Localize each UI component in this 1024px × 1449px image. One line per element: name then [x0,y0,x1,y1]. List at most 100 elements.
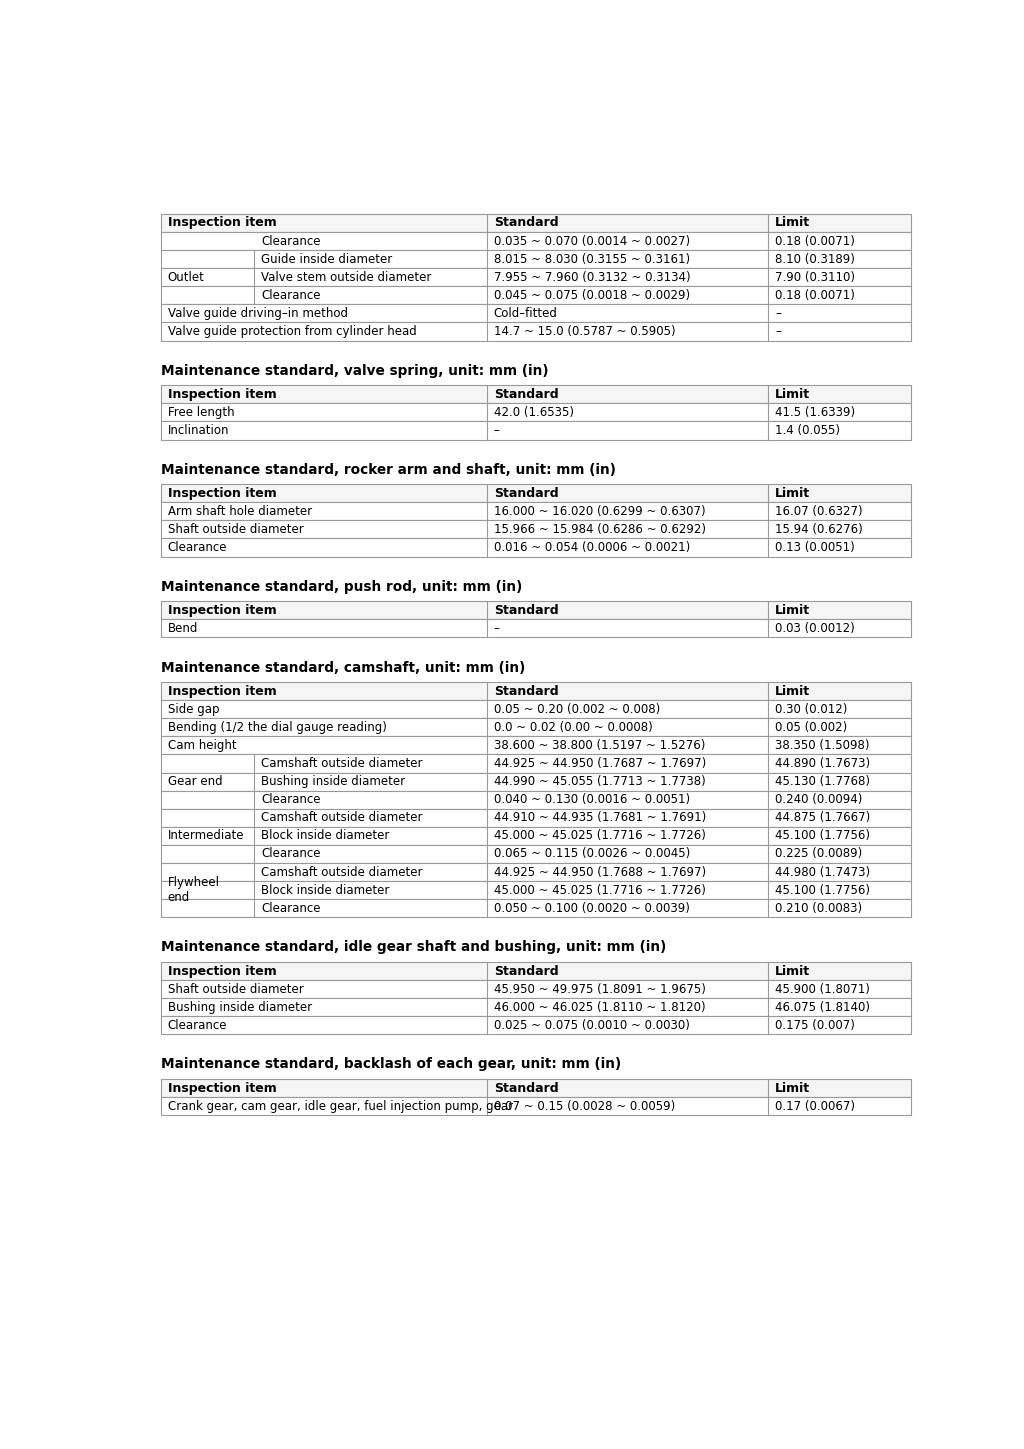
Text: 38.600 ~ 38.800 (1.5197 ~ 1.5276): 38.600 ~ 38.800 (1.5197 ~ 1.5276) [494,739,706,752]
Bar [161,520,910,539]
Text: Crank gear, cam gear, idle gear, fuel injection pump, gear: Crank gear, cam gear, idle gear, fuel in… [168,1100,513,1113]
Text: 16.000 ~ 16.020 (0.6299 ~ 0.6307): 16.000 ~ 16.020 (0.6299 ~ 0.6307) [494,504,706,517]
Text: Clearance: Clearance [261,901,321,914]
Text: Side gap: Side gap [168,703,219,716]
Text: 0.13 (0.0051): 0.13 (0.0051) [775,540,855,554]
Bar [161,980,910,998]
Text: 0.175 (0.007): 0.175 (0.007) [775,1019,855,1032]
Text: Bushing inside diameter: Bushing inside diameter [168,1001,311,1014]
Bar [161,998,910,1016]
Text: Outlet: Outlet [168,271,205,284]
Bar [161,268,910,287]
Text: 0.03 (0.0012): 0.03 (0.0012) [775,622,855,635]
Bar [161,539,910,556]
Bar [161,881,910,900]
Text: 0.17 (0.0067): 0.17 (0.0067) [775,1100,855,1113]
Text: Camshaft outside diameter: Camshaft outside diameter [261,811,423,824]
Text: Standard: Standard [494,965,558,978]
Text: Clearance: Clearance [168,1019,227,1032]
Text: Valve guide driving–in method: Valve guide driving–in method [168,307,347,320]
Text: Free length: Free length [168,406,234,419]
Text: 0.040 ~ 0.130 (0.0016 ~ 0.0051): 0.040 ~ 0.130 (0.0016 ~ 0.0051) [494,793,690,806]
Text: Standard: Standard [494,216,558,229]
Text: Clearance: Clearance [261,235,321,248]
Text: Limit: Limit [775,487,810,500]
Bar [161,755,910,772]
Text: Limit: Limit [775,684,810,697]
Text: Flywheel
end: Flywheel end [168,877,219,904]
Text: Maintenance standard, backlash of each gear, unit: mm (in): Maintenance standard, backlash of each g… [161,1058,621,1071]
Bar [161,232,910,251]
Bar [161,422,910,439]
Text: Bushing inside diameter: Bushing inside diameter [261,775,406,788]
Text: Camshaft outside diameter: Camshaft outside diameter [261,865,423,878]
Bar [161,682,910,700]
Text: –: – [494,622,500,635]
Text: 44.875 (1.7667): 44.875 (1.7667) [775,811,870,824]
Text: Standard: Standard [494,1081,558,1094]
Text: 0.050 ~ 0.100 (0.0020 ~ 0.0039): 0.050 ~ 0.100 (0.0020 ~ 0.0039) [494,901,690,914]
Text: Bend: Bend [168,622,198,635]
Bar [161,214,910,232]
Text: 44.990 ~ 45.055 (1.7713 ~ 1.7738): 44.990 ~ 45.055 (1.7713 ~ 1.7738) [494,775,706,788]
Bar [161,864,910,881]
Text: 16.07 (0.6327): 16.07 (0.6327) [775,504,863,517]
Text: Cam height: Cam height [168,739,237,752]
Text: Inspection item: Inspection item [168,965,276,978]
Text: Valve stem outside diameter: Valve stem outside diameter [261,271,432,284]
Text: Inspection item: Inspection item [168,684,276,697]
Bar [161,503,910,520]
Text: Gear end: Gear end [168,775,222,788]
Text: Clearance: Clearance [168,540,227,554]
Text: Maintenance standard, rocker arm and shaft, unit: mm (in): Maintenance standard, rocker arm and sha… [161,462,615,477]
Text: 15.966 ~ 15.984 (0.6286 ~ 0.6292): 15.966 ~ 15.984 (0.6286 ~ 0.6292) [494,523,706,536]
Text: 0.18 (0.0071): 0.18 (0.0071) [775,288,855,301]
Text: Clearance: Clearance [261,288,321,301]
Bar [161,700,910,719]
Text: Standard: Standard [494,684,558,697]
Text: 0.225 (0.0089): 0.225 (0.0089) [775,848,862,861]
Text: Maintenance standard, camshaft, unit: mm (in): Maintenance standard, camshaft, unit: mm… [161,661,524,675]
Text: 0.05 ~ 0.20 (0.002 ~ 0.008): 0.05 ~ 0.20 (0.002 ~ 0.008) [494,703,660,716]
Bar [161,809,910,827]
Bar [161,736,910,755]
Text: Inclination: Inclination [168,425,229,438]
Text: Standard: Standard [494,487,558,500]
Text: Intermediate: Intermediate [168,829,244,842]
Text: Inspection item: Inspection item [168,487,276,500]
Text: 45.100 (1.7756): 45.100 (1.7756) [775,884,870,897]
Bar [161,1097,910,1116]
Text: 7.90 (0.3110): 7.90 (0.3110) [775,271,855,284]
Bar [161,323,910,341]
Bar [161,385,910,403]
Text: 0.0 ~ 0.02 (0.00 ~ 0.0008): 0.0 ~ 0.02 (0.00 ~ 0.0008) [494,720,652,733]
Text: 44.890 (1.7673): 44.890 (1.7673) [775,756,870,769]
Text: 45.950 ~ 49.975 (1.8091 ~ 1.9675): 45.950 ~ 49.975 (1.8091 ~ 1.9675) [494,982,706,995]
Text: Inspection item: Inspection item [168,216,276,229]
Text: 0.07 ~ 0.15 (0.0028 ~ 0.0059): 0.07 ~ 0.15 (0.0028 ~ 0.0059) [494,1100,675,1113]
Bar [161,484,910,503]
Text: Limit: Limit [775,1081,810,1094]
Bar [161,1016,910,1035]
Text: Limit: Limit [775,604,810,617]
Text: 44.925 ~ 44.950 (1.7687 ~ 1.7697): 44.925 ~ 44.950 (1.7687 ~ 1.7697) [494,756,707,769]
Text: 45.900 (1.8071): 45.900 (1.8071) [775,982,870,995]
Text: 45.100 (1.7756): 45.100 (1.7756) [775,829,870,842]
Text: Maintenance standard, valve spring, unit: mm (in): Maintenance standard, valve spring, unit… [161,364,548,378]
Bar [161,1080,910,1097]
Text: –: – [775,325,781,338]
Text: 45.000 ~ 45.025 (1.7716 ~ 1.7726): 45.000 ~ 45.025 (1.7716 ~ 1.7726) [494,884,706,897]
Text: Limit: Limit [775,216,810,229]
Bar [161,827,910,845]
Text: –: – [494,425,500,438]
Text: Bending (1/2 the dial gauge reading): Bending (1/2 the dial gauge reading) [168,720,386,733]
Text: Inspection item: Inspection item [168,604,276,617]
Text: Standard: Standard [494,604,558,617]
Text: 8.015 ~ 8.030 (0.3155 ~ 0.3161): 8.015 ~ 8.030 (0.3155 ~ 0.3161) [494,252,690,265]
Text: 0.025 ~ 0.075 (0.0010 ~ 0.0030): 0.025 ~ 0.075 (0.0010 ~ 0.0030) [494,1019,690,1032]
Text: 46.000 ~ 46.025 (1.8110 ~ 1.8120): 46.000 ~ 46.025 (1.8110 ~ 1.8120) [494,1001,706,1014]
Bar [161,845,910,864]
Text: Camshaft outside diameter: Camshaft outside diameter [261,756,423,769]
Text: 7.955 ~ 7.960 (0.3132 ~ 0.3134): 7.955 ~ 7.960 (0.3132 ~ 0.3134) [494,271,690,284]
Text: 45.130 (1.7768): 45.130 (1.7768) [775,775,870,788]
